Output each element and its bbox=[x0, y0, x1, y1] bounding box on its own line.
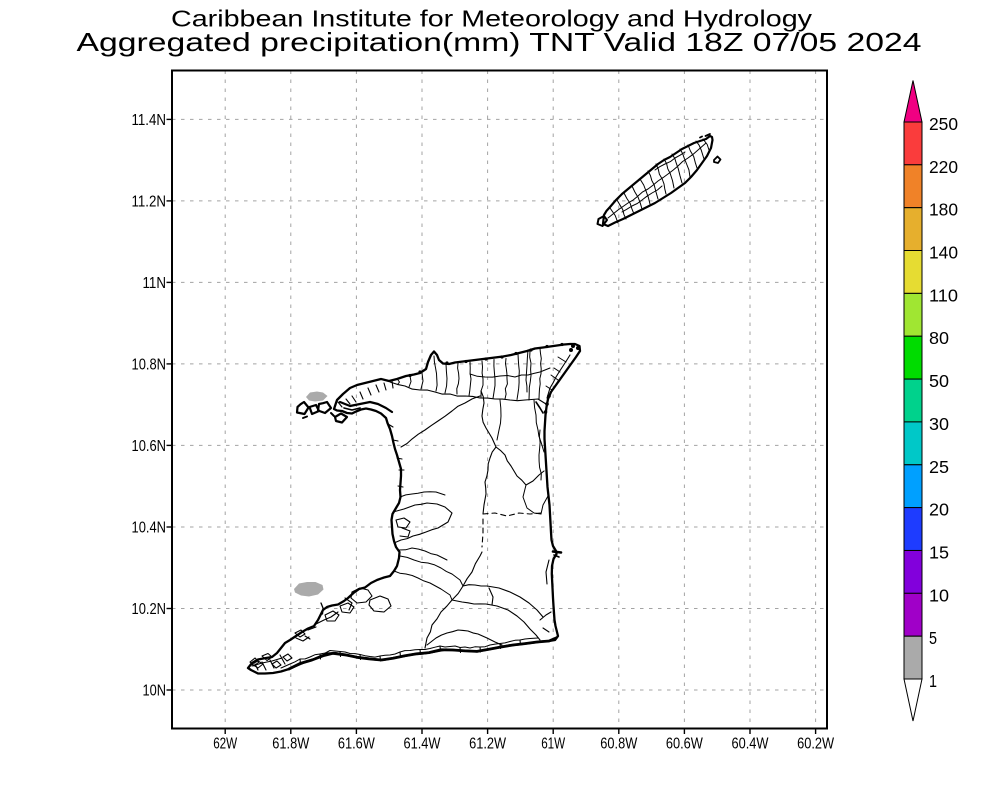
svg-text:61.2W: 61.2W bbox=[469, 736, 506, 753]
svg-text:60.4W: 60.4W bbox=[732, 736, 769, 753]
svg-text:10.4N: 10.4N bbox=[132, 520, 167, 537]
svg-text:60.2W: 60.2W bbox=[797, 736, 834, 753]
svg-text:61.6W: 61.6W bbox=[338, 736, 375, 753]
svg-text:Aggregated precipitation(mm) T: Aggregated precipitation(mm) TNT Valid 1… bbox=[77, 27, 922, 57]
svg-text:5: 5 bbox=[929, 628, 937, 648]
svg-text:61.4W: 61.4W bbox=[404, 736, 441, 753]
svg-text:11N: 11N bbox=[143, 275, 167, 292]
svg-text:60.6W: 60.6W bbox=[666, 736, 703, 753]
svg-text:60.8W: 60.8W bbox=[600, 736, 637, 753]
svg-text:180: 180 bbox=[929, 200, 958, 220]
svg-text:20: 20 bbox=[929, 500, 949, 520]
svg-text:61.8W: 61.8W bbox=[272, 736, 309, 753]
svg-text:140: 140 bbox=[929, 243, 958, 263]
svg-text:10.6N: 10.6N bbox=[132, 438, 167, 455]
svg-text:11.4N: 11.4N bbox=[132, 112, 167, 129]
svg-text:110: 110 bbox=[929, 285, 958, 305]
svg-text:30: 30 bbox=[929, 414, 949, 434]
svg-text:62W: 62W bbox=[213, 736, 237, 753]
svg-text:250: 250 bbox=[929, 114, 958, 134]
svg-text:25: 25 bbox=[929, 457, 949, 477]
svg-text:80: 80 bbox=[929, 328, 949, 348]
svg-text:10.2N: 10.2N bbox=[132, 601, 167, 618]
svg-text:15: 15 bbox=[929, 543, 949, 563]
svg-text:10: 10 bbox=[929, 585, 949, 605]
svg-text:61W: 61W bbox=[541, 736, 565, 753]
svg-text:11.2N: 11.2N bbox=[132, 194, 167, 211]
svg-text:10N: 10N bbox=[143, 683, 167, 700]
svg-text:50: 50 bbox=[929, 371, 949, 391]
svg-text:220: 220 bbox=[929, 157, 958, 177]
svg-text:10.8N: 10.8N bbox=[132, 357, 167, 374]
svg-text:Caribbean Institute for Meteor: Caribbean Institute for Meteorology and … bbox=[171, 6, 812, 32]
svg-text:1: 1 bbox=[929, 671, 937, 691]
